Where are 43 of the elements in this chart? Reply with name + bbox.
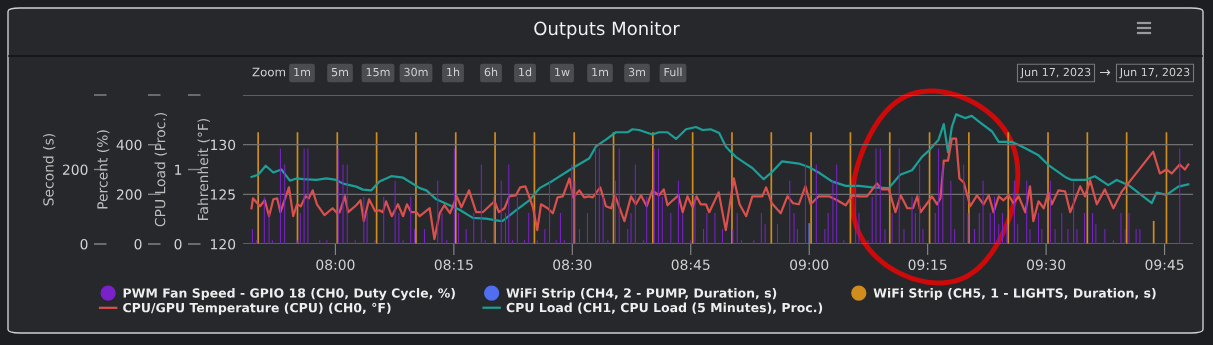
x-tick-label: 08:15 <box>434 259 473 271</box>
text: 1m <box>592 67 608 77</box>
x-tick-label: 09:15 <box>908 259 947 271</box>
x-tick-label: 08:00 <box>316 259 355 271</box>
x-tick-label: 08:30 <box>553 259 592 271</box>
x-tick-label: 09:45 <box>1145 259 1184 271</box>
y-tick-label: 125 <box>211 189 235 200</box>
legend-label: WiFi Strip (CH5, 1 - LIGHTS, Duration, s) <box>873 288 1156 301</box>
text: → <box>1099 69 1111 76</box>
y-axis-title: Fahrenheit (°F) <box>197 118 210 220</box>
line-series <box>250 137 1190 241</box>
y-tick-label: 130 <box>211 139 236 151</box>
y-axis-title: Second (s) <box>42 133 56 206</box>
y-tick-label: 120 <box>211 238 236 250</box>
y2-tick-label: 1 <box>175 164 182 175</box>
x-tick-label: 08:45 <box>671 259 710 271</box>
text: 15m <box>366 67 390 77</box>
y3-tick-label: 200 <box>116 189 142 200</box>
legend-label: PWM Fan Speed - GPIO 18 (CH0, Duty Cycle, %) <box>123 288 455 301</box>
x-tick-label: 09:30 <box>1027 259 1066 271</box>
y2-tick-label: 0 <box>174 238 182 250</box>
text: 5m <box>331 67 348 77</box>
text: 1d <box>519 67 532 77</box>
text: 1h <box>447 67 460 77</box>
text: Full <box>664 67 682 77</box>
text: Zoom <box>252 67 286 77</box>
line-series <box>250 113 1190 223</box>
text: 1w <box>555 67 570 77</box>
legend-label: CPU/GPU Temperature (CPU) (CH0, °F) <box>123 302 391 315</box>
text: Jun 17, 2023 <box>1119 67 1190 79</box>
text: Jun 17, 2023 <box>1020 67 1091 79</box>
text: 6h <box>484 67 498 77</box>
text: 30m <box>404 67 428 77</box>
y2-axis-title: CPU Load (Proc.) <box>154 113 167 227</box>
text: 3m <box>628 67 645 77</box>
y3-tick-label: 400 <box>116 139 142 151</box>
chart-title: Outputs Monitor <box>534 21 680 39</box>
legend-label: CPU Load (CH1, CPU Load (5 Minutes), Proc.) <box>506 302 823 314</box>
x-tick-label: 09:00 <box>790 259 829 271</box>
y3-tick-label: 0 <box>134 238 142 250</box>
y3-axis-title: Percent (%) <box>96 130 110 209</box>
text: 1m <box>294 67 310 77</box>
legend-label: WiFi Strip (CH4, 2 - PUMP, Duration, s) <box>506 288 777 301</box>
